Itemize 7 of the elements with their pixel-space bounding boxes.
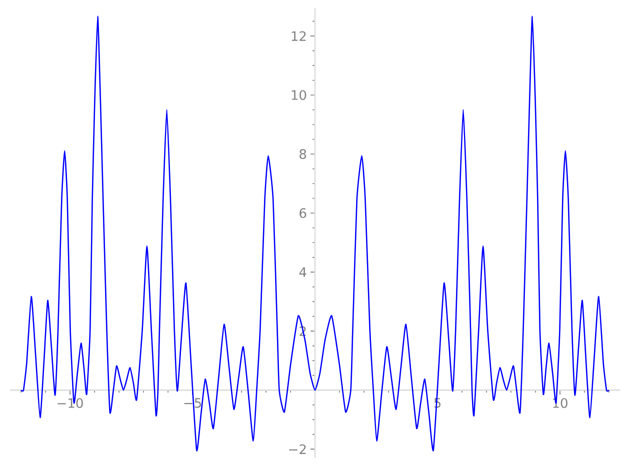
y-tick-label: −2 (289, 444, 306, 454)
x-tick-label: −10 (58, 398, 83, 408)
y-tick-label: 6 (300, 208, 306, 218)
y-tick-label: 12 (292, 31, 306, 41)
y-tick-label: 8 (300, 149, 306, 159)
y-tick-label: 10 (292, 90, 306, 100)
y-tick-label: 4 (299, 267, 306, 277)
